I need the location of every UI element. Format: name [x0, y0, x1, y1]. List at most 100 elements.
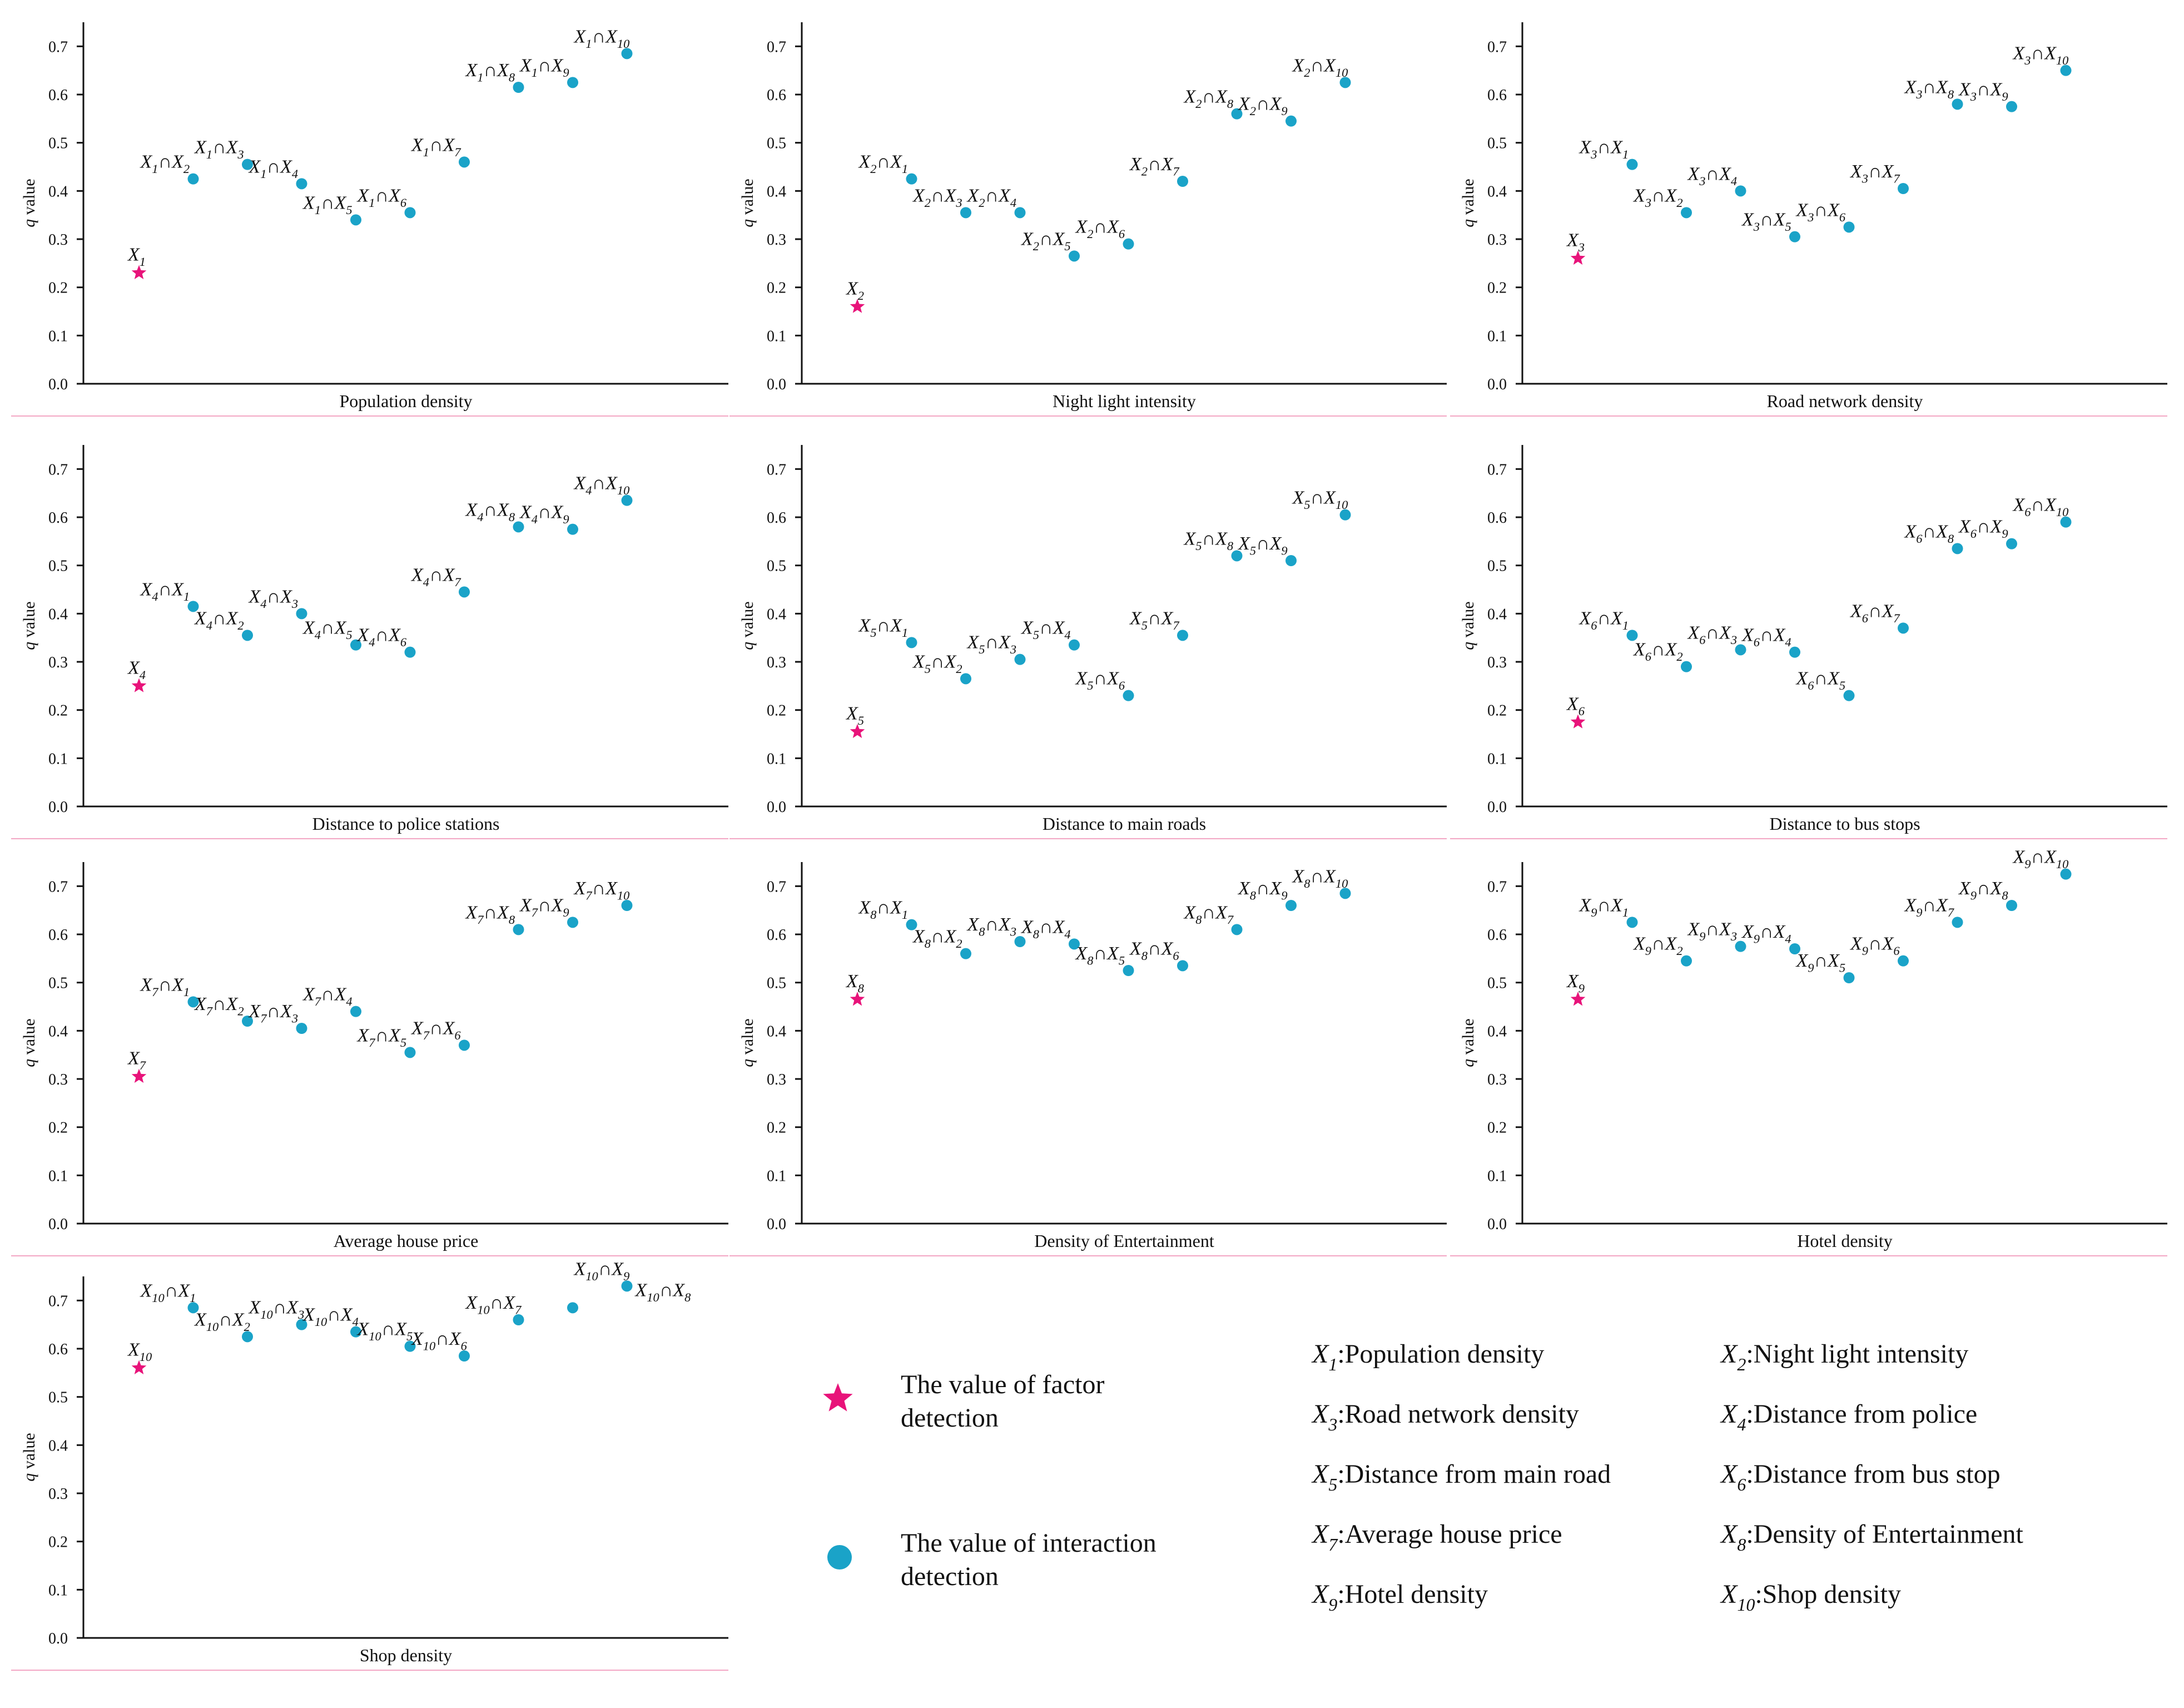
interaction-point-label: X6​∩X3​: [1687, 622, 1738, 647]
panel-2: 0.0 0.1 0.2 0.3 0.4 0.5 0.6 0.7 q value Night lig…: [729, 22, 1447, 417]
interaction-point-label: X7​∩X1​: [140, 974, 190, 999]
y-tick-label: 0.2: [767, 1120, 786, 1137]
interaction-point-label: X2​∩X6​: [1075, 217, 1125, 241]
interaction-point: [350, 214, 361, 226]
interaction-point: [1177, 960, 1188, 972]
interaction-point: [350, 1326, 361, 1338]
y-tick-label: 0.1: [1487, 750, 1507, 768]
y-tick-label: 0.7: [1487, 878, 1507, 895]
interaction-point: [906, 637, 917, 648]
interaction-point: [1339, 77, 1351, 88]
interaction-point: [1735, 185, 1746, 197]
interaction-point-label: X10​∩X3​: [248, 1298, 305, 1322]
interaction-point-label: X6​∩X1​: [1579, 608, 1629, 632]
interaction-point-label: X6​∩X8​: [1904, 521, 1954, 546]
panel-4: 0.0 0.1 0.2 0.3 0.4 0.5 0.6 0.7 q value Distance …: [11, 445, 728, 839]
factor-key-item: X9:Hotel density: [1311, 1580, 1488, 1615]
x-axis-title: Average house price: [334, 1231, 479, 1251]
y-tick-label: 0.5: [48, 975, 68, 992]
y-tick-label: 0.2: [48, 702, 68, 720]
interaction-point-label: X9​∩X3​: [1687, 919, 1738, 944]
factor-key-item: X1:Population density: [1311, 1339, 1544, 1374]
interaction-point: [1952, 543, 1963, 555]
interaction-point-label: X3​∩X6​: [1795, 200, 1846, 224]
y-axis-title: q value: [738, 1018, 757, 1067]
interaction-point-label: X2​∩X3​: [912, 185, 962, 210]
y-tick-label: 0.3: [48, 1071, 68, 1088]
interaction-point: [1626, 630, 1638, 641]
y-tick-label: 0.0: [48, 1630, 68, 1647]
factor-key-item: X5:Distance from main road: [1311, 1459, 1611, 1494]
interaction-point-label: X9​∩X6​: [1849, 934, 1900, 958]
y-axis-title: q value: [738, 179, 757, 227]
interaction-point-label: X5​∩X9​: [1237, 533, 1288, 558]
y-tick-label: 0.2: [767, 280, 786, 297]
interaction-point-label: X4​∩X8​: [465, 499, 515, 524]
interaction-point: [296, 608, 307, 620]
interaction-point-label: X6​∩X10​: [2012, 495, 2069, 519]
y-tick-label: 0.2: [1487, 280, 1507, 297]
interaction-point: [2006, 538, 2017, 549]
y-tick-label: 0.5: [767, 975, 786, 992]
y-tick-label: 0.6: [48, 509, 68, 527]
y-tick-label: 0.2: [1487, 702, 1507, 720]
legend-factor-label: The value of factor: [901, 1370, 1104, 1399]
interaction-point: [1177, 176, 1188, 187]
interaction-point-label: X3​∩X4​: [1687, 164, 1738, 188]
y-tick-label: 0.6: [767, 927, 786, 944]
interaction-point-label: X7​∩X10​: [573, 878, 630, 903]
interaction-point: [459, 1039, 470, 1051]
interaction-point: [1952, 917, 1963, 928]
interaction-point: [2006, 101, 2017, 112]
x-axis-title: Hotel density: [1797, 1231, 1893, 1251]
interaction-point: [621, 900, 633, 911]
interaction-point-label: X5​∩X7​: [1129, 608, 1179, 632]
interaction-point: [187, 601, 199, 612]
interaction-point-label: X6​∩X2​: [1632, 640, 1683, 664]
y-axis-title: q value: [1459, 601, 1477, 650]
interaction-point: [1069, 250, 1080, 262]
y-tick-label: 0.1: [1487, 1167, 1507, 1185]
interaction-point-label: X10​∩X7​: [465, 1293, 522, 1317]
factor-point-label: X7​: [127, 1048, 146, 1073]
y-tick-label: 0.3: [48, 654, 68, 671]
interaction-point-label: X3​∩X9​: [1958, 80, 2008, 104]
y-tick-label: 0.7: [48, 461, 68, 478]
panel-5: 0.0 0.1 0.2 0.3 0.4 0.5 0.6 0.7 q value Distance …: [729, 445, 1447, 839]
factor-point-label: X2​: [845, 278, 864, 303]
y-tick-label: 0.5: [767, 135, 786, 152]
interaction-point: [404, 646, 416, 658]
y-tick-label: 0.1: [48, 1582, 68, 1599]
y-tick-label: 0.5: [48, 135, 68, 152]
y-tick-label: 0.4: [1487, 183, 1507, 200]
y-tick-label: 0.7: [48, 38, 68, 56]
interaction-point: [513, 521, 524, 533]
y-tick-label: 0.6: [48, 87, 68, 104]
interaction-point-label: X10​∩X4​: [302, 1305, 359, 1329]
interaction-point-label: X9​∩X7​: [1904, 895, 1954, 919]
interaction-point-label: X4​∩X9​: [519, 502, 569, 527]
interaction-point-label: X8​∩X6​: [1129, 938, 1179, 963]
y-tick-label: 0.3: [767, 654, 786, 671]
interaction-point: [2006, 900, 2017, 911]
interaction-point-label: X8​∩X7​: [1183, 902, 1234, 927]
interaction-point: [567, 77, 578, 88]
factor-point-label: X4​: [127, 657, 146, 682]
interaction-point-label: X7​∩X2​: [193, 994, 244, 1018]
interaction-point-label: X2​∩X1​: [858, 152, 909, 176]
interaction-point-label: X9​∩X4​: [1741, 922, 1791, 946]
interaction-point-label: X9​∩X1​: [1579, 895, 1629, 919]
interaction-point: [1843, 690, 1855, 701]
y-tick-label: 0.5: [48, 558, 68, 575]
interaction-point-label: X9​∩X10​: [2012, 847, 2069, 872]
factor-point-star: [131, 1068, 147, 1083]
y-axis-title: q value: [1459, 179, 1477, 227]
interaction-point: [621, 494, 633, 506]
interaction-point-label: X4​∩X1​: [140, 579, 190, 603]
y-tick-label: 0.5: [1487, 558, 1507, 575]
interaction-point: [242, 630, 253, 641]
factor-point-star: [131, 1360, 147, 1374]
interaction-point-label: X8​∩X4​: [1020, 917, 1071, 941]
x-axis-title: Road network density: [1767, 391, 1923, 411]
interaction-point: [2060, 868, 2072, 880]
